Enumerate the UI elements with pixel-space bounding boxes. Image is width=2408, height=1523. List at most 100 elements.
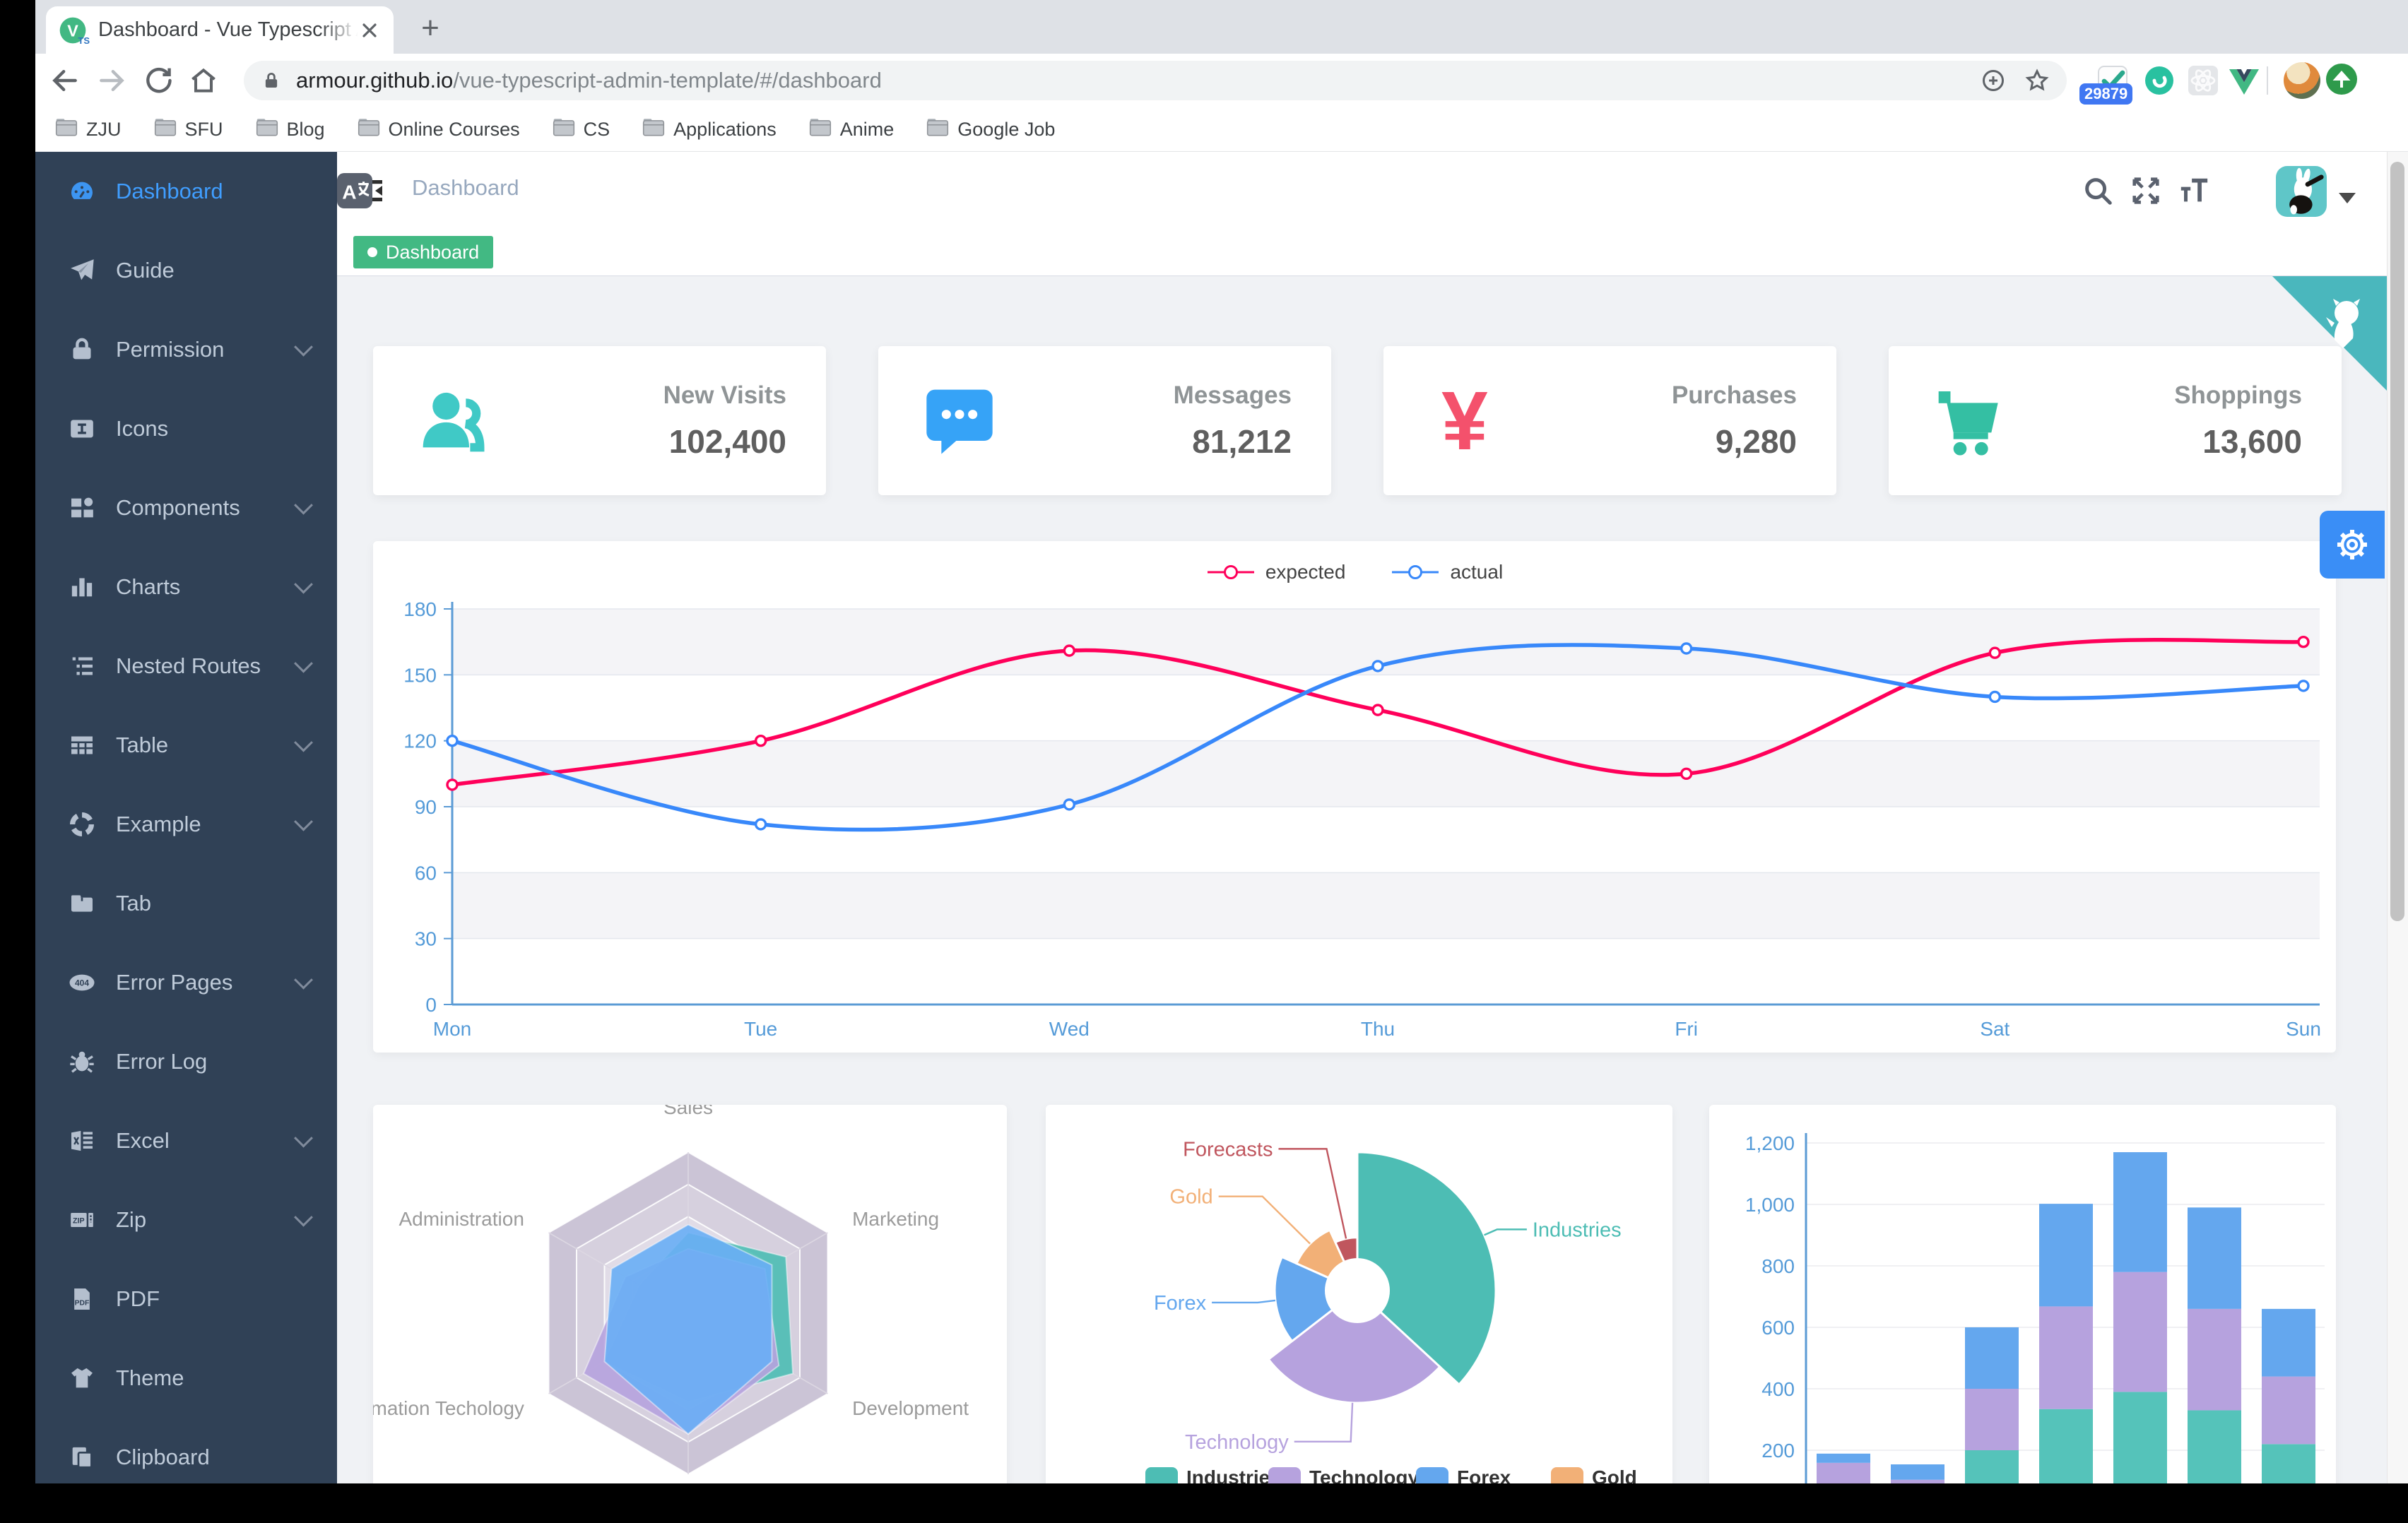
sidebar-item-guide[interactable]: Guide <box>35 231 337 310</box>
chrome-update-icon[interactable] <box>2325 62 2361 99</box>
svg-text:Sat: Sat <box>1980 1018 2009 1040</box>
search-icon[interactable] <box>2082 174 2114 207</box>
sidebar-item-icons[interactable]: Icons <box>35 389 337 468</box>
sidebar-item-theme[interactable]: Theme <box>35 1339 337 1418</box>
svg-text:Administration: Administration <box>399 1208 524 1230</box>
folder-icon <box>926 118 949 141</box>
fullscreen-icon[interactable] <box>2130 174 2162 207</box>
example-icon <box>68 810 96 838</box>
svg-text:PDF: PDF <box>75 1300 90 1308</box>
bookmark-item[interactable]: SFU <box>154 118 223 141</box>
legend-item-actual[interactable]: actual <box>1391 561 1503 583</box>
pie-legend-item-gold[interactable]: Gold <box>1551 1466 1637 1483</box>
back-button[interactable] <box>49 65 81 96</box>
url-bar[interactable]: armour.github.io/vue-typescript-admin-te… <box>244 61 2067 100</box>
translate-icon[interactable]: A <box>337 173 372 208</box>
pie-legend-item-industries[interactable]: Industries <box>1145 1466 1281 1483</box>
bookmark-label: CS <box>583 118 610 140</box>
pie-legend-item-technology[interactable]: Technology <box>1268 1466 1419 1483</box>
legend-swatch <box>1551 1467 1583 1483</box>
svg-text:Industries: Industries <box>1533 1219 1622 1241</box>
sidebar-item-label: Clipboard <box>116 1445 210 1469</box>
sidebar-item-components[interactable]: Components <box>35 468 337 547</box>
legend-swatch <box>1268 1467 1301 1483</box>
svg-text:1,200: 1,200 <box>1745 1132 1795 1154</box>
forward-button[interactable] <box>96 65 127 96</box>
stat-card-new-visits[interactable]: New Visits 102,400 <box>373 346 826 495</box>
bookmark-item[interactable]: CS <box>553 118 610 141</box>
bookmark-item[interactable]: Online Courses <box>358 118 520 141</box>
browser-tab[interactable]: V TS Dashboard - Vue Typescript Ad <box>46 6 394 54</box>
sidebar-item-excel[interactable]: Excel <box>35 1101 337 1180</box>
reload-button[interactable] <box>143 65 174 96</box>
stat-card-value: 102,400 <box>668 422 786 460</box>
page-scrollbar[interactable] <box>2387 152 2408 1483</box>
github-corner-icon[interactable] <box>2272 276 2387 391</box>
url-domain: armour.github.io <box>296 68 454 93</box>
svg-text:90: 90 <box>415 796 437 818</box>
extension-green-icon[interactable] <box>2142 64 2176 97</box>
radar-chart[interactable]: SalesMarketingDevelopmentCustomer Suppor… <box>348 1096 1007 1483</box>
extension-react-devtools-icon[interactable] <box>2186 64 2220 97</box>
chevron-down-icon <box>294 812 313 831</box>
scrollbar-thumb[interactable] <box>2390 162 2404 921</box>
sidebar-item-error-pages[interactable]: 404 Error Pages <box>35 943 337 1022</box>
sidebar-item-clipboard[interactable]: Clipboard <box>35 1418 337 1483</box>
svg-text:120: 120 <box>403 730 437 752</box>
sidebar-item-label: Table <box>116 733 169 757</box>
sidebar-item-tab[interactable]: Tab <box>35 864 337 943</box>
line-chart[interactable]: 0 30 60 90 120 150 180 Mon Tue Wed Thu Fri Sat Sun <box>373 541 2336 1053</box>
sidebar-item-permission[interactable]: Permission <box>35 310 337 389</box>
dashboard-icon <box>68 177 96 206</box>
chevron-down-icon <box>294 337 313 357</box>
charts-icon <box>68 573 96 601</box>
stat-card-messages[interactable]: Messages 81,212 <box>878 346 1331 495</box>
sidebar-item-nested-routes[interactable]: Nested Routes <box>35 627 337 706</box>
bookmark-item[interactable]: Anime <box>809 118 894 141</box>
bookmark-item[interactable]: Blog <box>256 118 325 141</box>
error-pages-icon: 404 <box>68 968 96 997</box>
chrome-profile-avatar[interactable] <box>2284 62 2320 99</box>
new-tab-button[interactable]: + <box>421 11 439 45</box>
tag-dashboard[interactable]: Dashboard <box>353 236 494 268</box>
stat-card-label: Messages <box>1173 381 1292 409</box>
pie-chart[interactable]: Industries Technology Forex Gold Forecasts <box>1046 1105 1672 1472</box>
chevron-down-icon <box>294 1128 313 1148</box>
tab-title: Dashboard - Vue Typescript Ad <box>98 18 358 41</box>
bookmark-star-icon[interactable] <box>2024 68 2050 97</box>
app-page: Dashboard Guide Permission Icons Components C… <box>35 152 2408 1483</box>
home-button[interactable] <box>188 65 219 96</box>
sidebar-item-zip[interactable]: ZIP Zip <box>35 1180 337 1260</box>
user-avatar[interactable] <box>2276 166 2327 217</box>
pie-legend-item-forex[interactable]: Forex <box>1416 1466 1511 1483</box>
vue-favicon: V TS <box>59 16 90 46</box>
settings-gear-button[interactable] <box>2320 511 2385 579</box>
breadcrumb[interactable]: Dashboard <box>412 175 519 200</box>
sidebar-item-dashboard[interactable]: Dashboard <box>35 152 337 231</box>
tab-close-icon[interactable] <box>358 19 381 42</box>
sidebar-item-pdf[interactable]: PDF PDF <box>35 1260 337 1339</box>
extension-vue-devtools-icon[interactable] <box>2227 64 2261 97</box>
bug-icon <box>68 1048 96 1076</box>
font-size-icon[interactable] <box>2178 174 2210 207</box>
bookmark-item[interactable]: Applications <box>642 118 777 141</box>
svg-text:Wed: Wed <box>1049 1018 1090 1040</box>
bookmark-item[interactable]: ZJU <box>55 118 122 141</box>
folder-icon <box>55 118 78 141</box>
sidebar-item-charts[interactable]: Charts <box>35 547 337 627</box>
bar-chart-panel: 200 400 600 800 1,000 1,200 <box>1709 1105 2336 1483</box>
icons-icon <box>68 415 96 443</box>
chevron-down-icon[interactable] <box>2339 193 2356 203</box>
bar-chart[interactable]: 200 400 600 800 1,000 1,200 <box>1709 1105 2336 1483</box>
svg-text:404: 404 <box>75 978 89 988</box>
legend-item-expected[interactable]: expected <box>1206 561 1346 583</box>
stat-card-purchases[interactable]: ¥ Purchases 9,280 <box>1383 346 1836 495</box>
sidebar-item-table[interactable]: Table <box>35 706 337 785</box>
sidebar-item-example[interactable]: Example <box>35 785 337 864</box>
sidebar-item-error-log[interactable]: Error Log <box>35 1022 337 1101</box>
stat-card-shoppings[interactable]: Shoppings 13,600 <box>1889 346 2342 495</box>
bookmark-item[interactable]: Google Job <box>926 118 1055 141</box>
zoom-page-icon[interactable] <box>1981 68 2006 97</box>
folder-icon <box>358 118 380 141</box>
legend-label: expected <box>1265 561 1346 583</box>
